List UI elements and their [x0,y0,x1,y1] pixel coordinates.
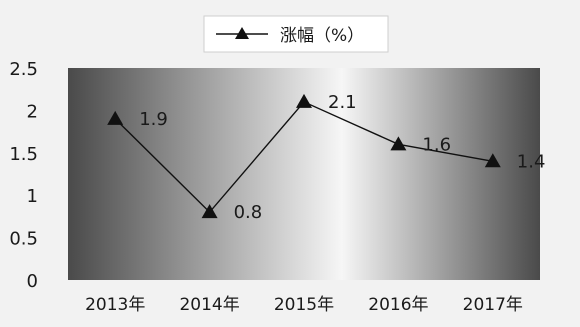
y-tick-label: 1 [27,186,38,207]
series [107,93,501,219]
legend-marker [235,27,249,39]
y-tick-label: 0.5 [9,229,38,250]
data-point-marker [484,153,501,168]
x-tick-label: 2017年 [463,295,523,315]
legend: 涨幅（%） [203,15,389,53]
x-tick-label: 2016年 [368,295,428,315]
legend-label: 涨幅（%） [280,26,364,46]
data-point-marker [107,110,124,125]
x-tick-label: 2015年 [274,295,334,315]
x-tick-label: 2013年 [85,295,145,315]
data-point-marker [296,93,312,108]
y-tick-label: 2.5 [9,59,38,80]
y-tick-label: 0 [27,271,38,292]
x-tick-label: 2014年 [179,295,239,315]
data-label: 1.4 [517,151,546,172]
data-label: 0.8 [234,202,263,223]
data-point-marker [201,204,218,219]
data-label: 1.6 [422,134,451,155]
data-label: 2.1 [328,92,357,113]
data-label: 1.9 [139,109,168,130]
axes: 0 0.5 1 1.5 2 2.5 2013年 2014年 2015年 2016年 2017年 [9,59,523,315]
data-point-marker [390,136,407,151]
y-tick-label: 1.5 [9,144,38,165]
data-labels: 1.9 0.8 2.1 1.6 1.4 [139,92,545,223]
y-tick-label: 2 [27,101,38,122]
